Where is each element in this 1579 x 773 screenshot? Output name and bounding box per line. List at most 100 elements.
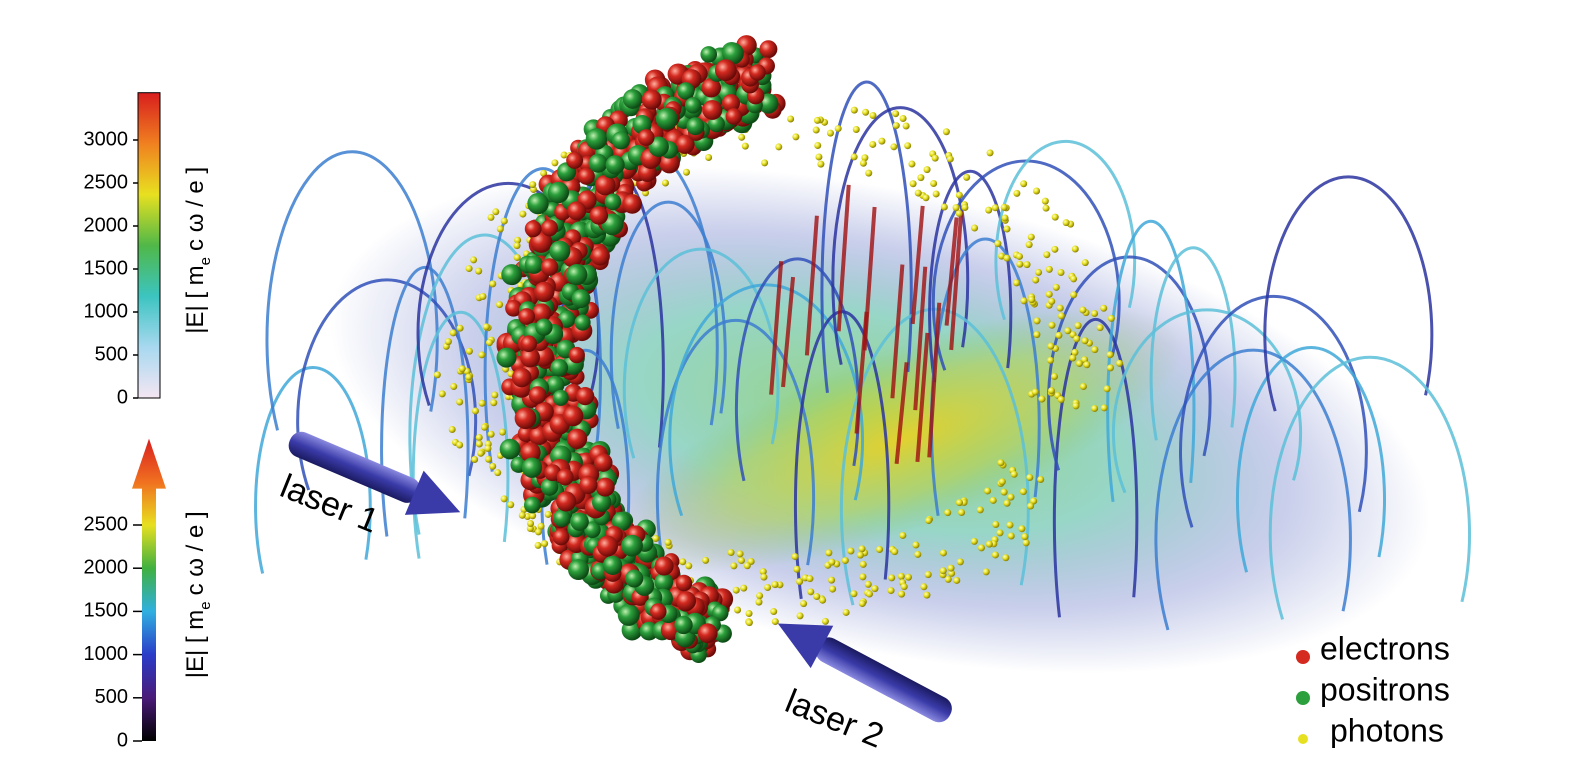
photon [985, 207, 992, 214]
photon [705, 154, 712, 161]
photon [733, 587, 740, 594]
photon [851, 153, 858, 160]
particle [576, 387, 594, 405]
photon [941, 204, 948, 211]
photon [770, 608, 777, 615]
photon [496, 301, 503, 308]
photon [1083, 361, 1090, 368]
photon [551, 159, 558, 166]
photon [1037, 476, 1044, 483]
photon [1004, 226, 1011, 233]
photon [1108, 315, 1115, 322]
photon [1028, 234, 1035, 241]
photon [903, 122, 910, 129]
photon [484, 445, 491, 452]
particle [524, 497, 541, 514]
particle [715, 59, 737, 81]
photon [1033, 331, 1040, 338]
particle [527, 193, 548, 214]
particle [541, 219, 558, 236]
photon [891, 548, 898, 555]
tick-label: 1000 [84, 643, 129, 665]
photon [450, 329, 457, 336]
tick-label: 1500 [84, 257, 129, 279]
particle [557, 469, 574, 486]
photon [869, 141, 876, 148]
photon [825, 549, 832, 556]
photon [1107, 364, 1114, 371]
particle [597, 536, 618, 557]
tick-label: 2000 [84, 556, 129, 578]
photon [817, 161, 824, 168]
photon [828, 559, 835, 566]
photon [742, 143, 749, 150]
photon [492, 208, 499, 215]
photon [898, 573, 905, 580]
particle [522, 458, 542, 478]
photon [728, 549, 735, 556]
photon [905, 574, 912, 581]
particle [686, 117, 704, 135]
particle [677, 82, 694, 99]
particle [638, 129, 655, 146]
figure: laser 1 laser 2 050010001500200025003000… [0, 0, 1579, 773]
photon [1020, 297, 1027, 304]
photon [535, 542, 542, 549]
particle [606, 155, 625, 174]
photon [501, 218, 508, 225]
photon [1053, 284, 1060, 291]
photon [912, 542, 919, 549]
photon [1043, 205, 1050, 212]
photon [842, 557, 849, 564]
photon [1064, 327, 1071, 334]
photon [1048, 387, 1055, 394]
photon [1076, 360, 1083, 367]
photon [1018, 525, 1025, 532]
photon [1072, 245, 1079, 252]
photon [465, 374, 472, 381]
photon [459, 365, 466, 372]
particle [553, 529, 570, 546]
photon [755, 599, 762, 606]
photon [797, 612, 804, 619]
photon [529, 181, 536, 188]
photon [859, 545, 866, 552]
photon [514, 242, 521, 249]
photon [507, 501, 514, 508]
photon [1004, 255, 1011, 262]
particle [579, 476, 597, 494]
particle [569, 347, 585, 363]
photon [761, 159, 768, 166]
photon [775, 143, 782, 150]
photon [899, 532, 906, 539]
photon [1024, 261, 1031, 268]
photon [987, 149, 994, 156]
photon [813, 593, 820, 600]
photon [519, 211, 526, 218]
particle [674, 616, 692, 634]
legend-marker [1298, 734, 1308, 744]
photon [501, 495, 508, 502]
photon [847, 547, 854, 554]
photon [1104, 385, 1111, 392]
photon [1016, 261, 1023, 268]
photon [450, 383, 457, 390]
photon [920, 583, 927, 590]
photon [1070, 291, 1077, 298]
photon [910, 180, 917, 187]
particle [525, 220, 542, 237]
photon [737, 550, 744, 557]
photon [485, 456, 492, 463]
particle [566, 152, 583, 169]
photon [1002, 214, 1009, 221]
photon [829, 586, 836, 593]
photon [815, 153, 822, 160]
photon [756, 592, 763, 599]
photon [961, 204, 968, 211]
photon [1091, 310, 1098, 317]
particle [586, 128, 608, 150]
photon [957, 558, 964, 565]
photon [866, 591, 873, 598]
photon [479, 400, 486, 407]
colorbar: 05001000150020002500|E| [ mec ω / e ] [84, 439, 215, 752]
